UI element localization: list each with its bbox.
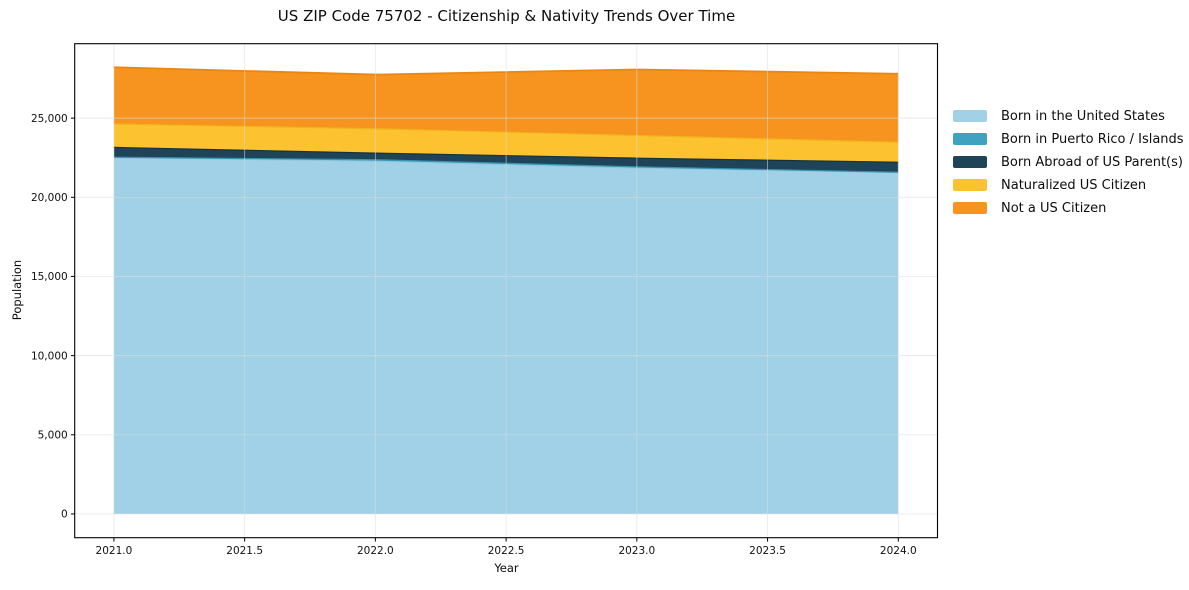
x-tick-label: 2023.5 — [749, 545, 786, 557]
y-tick-label: 20,000 — [31, 192, 68, 204]
x-tick-label: 2021.5 — [226, 545, 263, 557]
legend-item-born-abroad-of-us-parent-s: Born Abroad of US Parent(s) — [953, 154, 1184, 170]
legend-swatch-born-abroad-of-us-parent-s — [953, 156, 987, 168]
legend-swatch-born-in-the-united-states — [953, 110, 987, 122]
legend-swatch-naturalized-us-citizen — [953, 179, 987, 191]
legend-item-naturalized-us-citizen: Naturalized US Citizen — [953, 177, 1184, 193]
legend-label: Born in the United States — [1001, 108, 1165, 124]
x-tick-label: 2022.5 — [488, 545, 525, 557]
legend-item-born-in-puerto-rico-islands: Born in Puerto Rico / Islands — [953, 131, 1184, 147]
x-tick-label: 2023.0 — [618, 545, 655, 557]
legend-item-born-in-the-united-states: Born in the United States — [953, 108, 1184, 124]
legend: Born in the United States Born in Puerto … — [953, 108, 1184, 216]
x-axis-label: Year — [494, 561, 519, 575]
legend-item-not-a-us-citizen: Not a US Citizen — [953, 200, 1184, 216]
legend-label: Born in Puerto Rico / Islands — [1001, 131, 1184, 147]
y-tick-label: 0 — [61, 509, 68, 521]
legend-label: Born Abroad of US Parent(s) — [1001, 154, 1183, 170]
y-tick-label: 25,000 — [31, 113, 68, 125]
x-tick-label: 2022.0 — [357, 545, 394, 557]
y-axis-label: Population — [10, 259, 24, 321]
legend-swatch-born-in-puerto-rico-islands — [953, 133, 987, 145]
y-tick-label: 5,000 — [38, 429, 68, 441]
y-tick-label: 10,000 — [31, 350, 68, 362]
legend-swatch-not-a-us-citizen — [953, 202, 987, 214]
legend-label: Naturalized US Citizen — [1001, 177, 1147, 193]
chart-title: US ZIP Code 75702 - Citizenship & Nativi… — [277, 7, 736, 25]
x-tick-label: 2021.0 — [96, 545, 133, 557]
legend-label: Not a US Citizen — [1001, 200, 1107, 216]
x-tick-label: 2024.0 — [880, 545, 917, 557]
y-tick-label: 15,000 — [31, 271, 68, 283]
